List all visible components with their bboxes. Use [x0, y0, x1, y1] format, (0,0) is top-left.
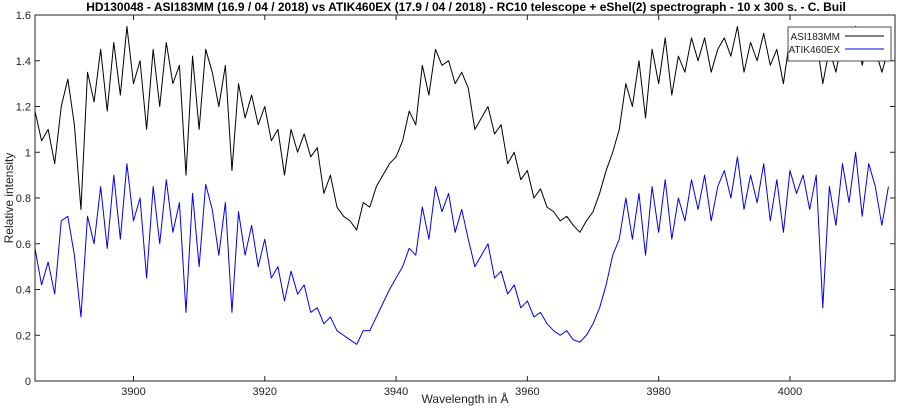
legend-box: [787, 26, 892, 62]
x-tick-label: 3920: [253, 386, 277, 398]
legend-label: ASI183MM: [791, 32, 840, 43]
y-tick-label: 1: [25, 147, 31, 159]
y-tick-label: 0.8: [16, 193, 31, 205]
y-tick-label: 0.6: [16, 239, 31, 251]
y-tick-label: 0: [25, 376, 31, 388]
y-tick-label: 1.6: [16, 10, 31, 22]
series-layer: [35, 25, 889, 345]
x-axis: 3900 3920 3940 3960 3980 4000: [121, 15, 802, 398]
series-line-asi183mm: [35, 25, 889, 233]
y-tick-label: 0.2: [16, 330, 31, 342]
x-tick-label: 3980: [646, 386, 670, 398]
y-tick-label: 1.2: [16, 102, 31, 114]
y-tick-label: 1.4: [16, 56, 31, 68]
y-axis-label: Relative intensity: [2, 153, 16, 244]
legend-label: ATIK460EX: [788, 45, 840, 56]
legend: ASI183MM ATIK460EX: [787, 26, 892, 62]
x-tick-label: 3940: [384, 386, 408, 398]
y-tick-label: 0.4: [16, 285, 31, 297]
x-tick-label: 4000: [778, 386, 802, 398]
series-line-atik460ex: [35, 151, 889, 345]
y-axis: 0 0.2 0.4 0.6 0.8 1 1.2 1.4 1.6: [16, 10, 895, 388]
x-axis-label: Wavelength in Å: [422, 391, 509, 406]
x-tick-label: 3960: [515, 386, 539, 398]
x-tick-label: 3900: [121, 386, 145, 398]
chart-title: HD130048 - ASI183MM (16.9 / 04 / 2018) v…: [86, 0, 846, 14]
